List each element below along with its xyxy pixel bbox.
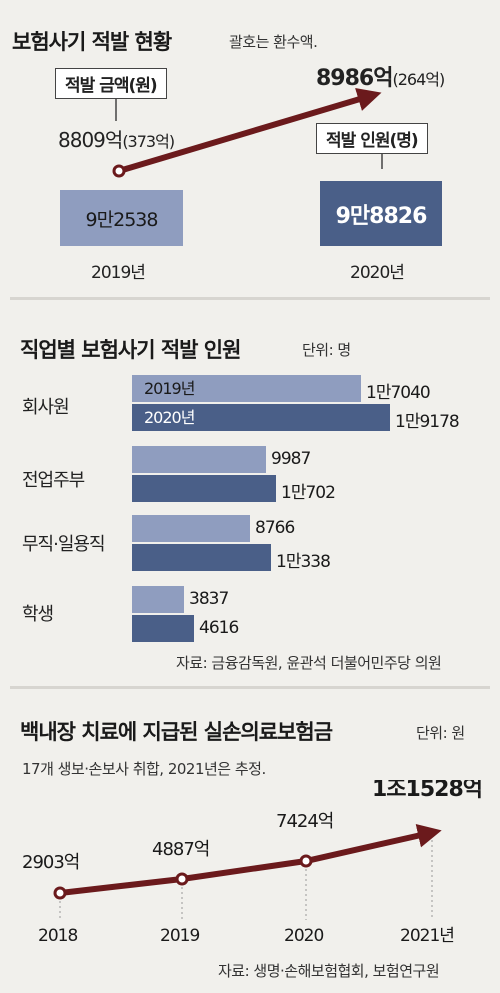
section2-source: 자료: 금융감독원, 윤관석 더불어민주당 의원: [176, 654, 442, 672]
cataract-point-0: [53, 886, 67, 900]
section3-unit: 단위: 원: [416, 724, 465, 742]
category-label-1: 전업주부: [22, 470, 85, 491]
section2-unit: 단위: 명: [302, 341, 351, 359]
people-box-2020: 9만8826: [320, 181, 442, 246]
recovery-2019: (373억): [122, 132, 175, 151]
amount-trend-arrow: [118, 87, 382, 174]
cataract-value-label-3: 1조1528억: [372, 780, 482, 802]
x-label-2021: 2021년: [400, 926, 454, 946]
bar-value-label-2020-0: 1만9178: [395, 412, 460, 432]
x-label-2020: 2020: [284, 926, 323, 946]
amount-2020: 8986억(264억): [316, 60, 445, 92]
bar-value-label-2019-0: 1만7040: [366, 383, 431, 403]
category-label-0: 회사원: [22, 397, 70, 418]
bar-value-label-2020-3: 4616: [199, 618, 239, 638]
cataract-arrow: [305, 823, 442, 864]
section1-title: 보험사기 적발 현황: [12, 30, 172, 54]
cataract-line-chart: 2903억 4887억 7424억 1조1528억 2018 2019 2020 2021년: [22, 780, 483, 946]
cataract-point-1: [175, 872, 189, 886]
bar-2019-0: 2019년: [132, 375, 361, 402]
bar-2020-2: [132, 544, 271, 571]
cataract-point-2: [299, 854, 313, 868]
amount-2019: 8809억(373억): [58, 124, 175, 153]
year-label-2019: 2019년: [91, 263, 146, 283]
cataract-value-label-0: 2903억: [22, 852, 79, 873]
section1-note: 괄호는 환수액.: [229, 33, 318, 51]
recovery-2020: (264억): [392, 70, 445, 89]
bar-2020-1: [132, 475, 276, 502]
section3-title: 백내장 치료에 지급된 실손의료보험금: [20, 720, 333, 744]
bar-2020-3: [132, 615, 194, 642]
legend-2019: 2019년: [144, 379, 195, 398]
divider-1: [10, 297, 490, 300]
amount-point-2019: [112, 164, 126, 178]
category-label-2: 무직·일용직: [22, 534, 106, 555]
bar-2020-0: 2020년: [132, 404, 390, 431]
cataract-value-label-2: 7424억: [276, 811, 333, 832]
bar-2019-2: [132, 515, 250, 542]
section3-subtitle: 17개 생보·손보사 취합, 2021년은 추정.: [22, 760, 266, 778]
x-label-2018: 2018: [38, 926, 77, 946]
legend-2020: 2020년: [144, 408, 195, 427]
amount-2019-value: 8809억: [58, 128, 123, 152]
amount-2020-value: 8986억: [316, 66, 393, 91]
x-label-2019: 2019: [160, 926, 199, 946]
divider-2: [10, 686, 490, 689]
bar-value-label-2019-1: 9987: [271, 449, 311, 469]
bar-2019-3: [132, 586, 184, 613]
callout-amount: 적발 금액(원): [55, 68, 167, 99]
bar-2019-1: [132, 446, 266, 473]
bar-value-label-2020-1: 1만702: [281, 483, 336, 503]
bar-value-label-2019-2: 8766: [255, 518, 295, 538]
cataract-value-label-1: 4887억: [152, 839, 209, 860]
bar-value-label-2019-3: 3837: [189, 589, 229, 609]
callout-people: 적발 인원(명): [316, 123, 428, 154]
people-box-2019: 9만2538: [60, 190, 183, 246]
year-label-2020: 2020년: [350, 263, 405, 283]
bar-value-label-2020-2: 1만338: [276, 552, 331, 572]
section3-source: 자료: 생명·손해보험협회, 보험연구원: [218, 962, 440, 980]
section2-title: 직업별 보험사기 적발 인원: [20, 338, 241, 362]
category-label-3: 학생: [22, 604, 54, 625]
